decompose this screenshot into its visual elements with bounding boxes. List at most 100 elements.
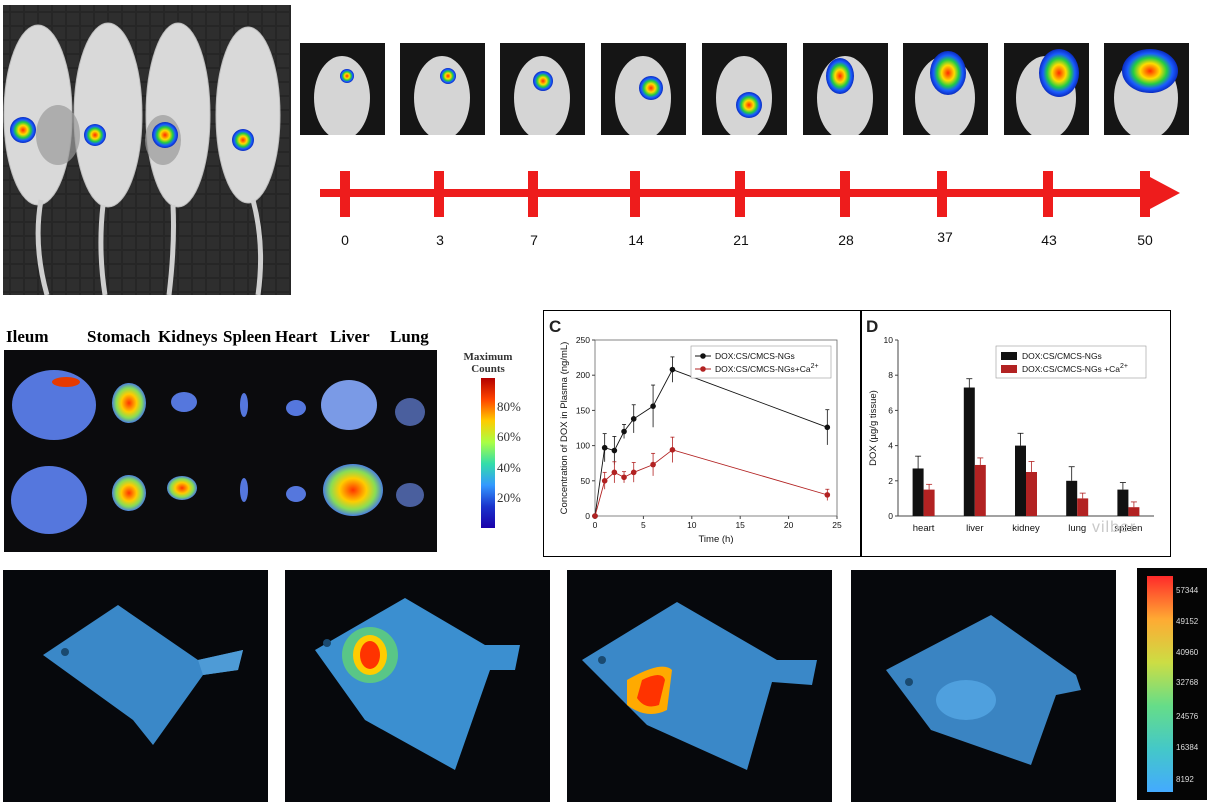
y-tick-label: 6 [888,405,893,415]
x-tick-label: 15 [735,520,745,530]
data-point [650,461,656,468]
organ-illustration [11,370,425,534]
data-point [601,478,608,484]
fish-image-3 [567,570,832,802]
bar [974,464,986,516]
fish-colorbar-panel: 57344 49152 40960 32768 24576 16384 8192 [1137,568,1207,800]
x-tick-label: 25 [832,520,842,530]
fish-colorbar-tick: 16384 [1176,743,1199,752]
timeline-label: 7 [530,232,538,248]
panel-label: C [549,317,561,336]
y-axis-label: Concentration of DOX in Plasma (ng/mL) [559,342,570,515]
watermark-vilber: vilber [1092,519,1137,536]
y-tick-label: 200 [576,370,590,380]
timeline-arrow [320,171,1180,217]
fish-image-1 [3,570,268,802]
data-point [611,447,618,454]
bar [1026,472,1037,516]
timeline-thumb-28 [803,43,888,135]
data-point [669,447,676,453]
timeline-thumb-14 [601,43,686,135]
organ-heading-ileum: Ileum [6,327,49,346]
bar [912,468,924,516]
x-tick-label: 0 [593,520,598,530]
mice-illustration [3,5,291,296]
legend-label: DOX:CS/CMCS-NGs [1022,351,1102,361]
fish-colorbar-tick: 57344 [1176,586,1199,595]
panel-label: D [866,317,878,336]
fish-colorbar-tick: 32768 [1176,678,1199,687]
bar [1066,480,1078,516]
category-label: heart [913,523,935,534]
category-label: liver [966,523,983,534]
organ-heading-liver: Liver [330,327,370,346]
legend-swatch [1001,365,1017,373]
x-tick-label: 5 [641,520,646,530]
y-axis-label: DOX (µg/g tissue) [868,390,879,466]
y-tick-label: 150 [576,405,590,415]
x-tick-label: 10 [687,520,697,530]
y-tick-label: 250 [576,335,590,345]
bar [923,489,935,516]
fish-colorbar-tick: 49152 [1176,617,1199,626]
data-point [592,513,598,519]
timeline-label: 43 [1041,232,1057,248]
organ-colorbar-title: Maximum Counts [458,351,518,375]
legend-box [995,345,1147,379]
bar [1015,445,1026,516]
legend-label: DOX:CS/CMCS-NGs [715,351,795,361]
data-point [630,469,637,476]
data-point [621,474,627,481]
fish-image-2 [285,570,550,802]
timeline-label: 50 [1137,232,1153,248]
x-axis-label: Time (h) [698,534,733,545]
organ-colorbar [481,378,495,528]
data-point [611,469,618,476]
legend-swatch [1001,352,1017,360]
y-tick-label: 8 [888,370,893,380]
timeline-thumb-50 [1104,43,1189,135]
timeline-label: 28 [838,232,854,248]
organ-heading-heart: Heart [275,327,318,346]
legend-marker [700,366,706,372]
organ-heading-kidneys: Kidneys [158,327,218,346]
category-label: kidney [1012,523,1040,534]
y-tick-label: 100 [576,441,590,451]
data-point [630,416,637,422]
data-point [824,424,831,431]
timeline-thumb-0 [300,43,385,135]
colorbar-title-line: Counts [471,363,505,375]
y-tick-label: 10 [884,335,894,345]
fish-colorbar-tick: 40960 [1176,648,1199,657]
legend-marker [700,353,706,359]
timeline-thumb-3 [400,43,485,135]
y-tick-label: 2 [888,476,893,486]
mice-image-panel [3,5,291,296]
timeline-label: 37 [937,229,953,245]
charts-divider [860,310,862,556]
timeline-label: 14 [628,232,644,248]
data-point [621,428,627,435]
colorbar-tick: 80% [497,399,521,414]
colorbar-tick: 60% [497,429,521,444]
colorbar-tick: 40% [497,460,521,475]
data-point [650,403,656,409]
timeline-thumb-43 [1004,43,1089,135]
y-tick-label: 4 [888,441,893,451]
legend-label: DOX:CS/CMCS-NGs +Ca2+ [1022,363,1128,374]
organ-heading-lung: Lung [390,327,429,346]
organ-heading-spleen: Spleen [223,327,272,346]
y-tick-label: 50 [581,476,591,486]
bar [1077,498,1089,516]
chart-d: D 0 2 4 6 8 10 DOX (µg/g tissue) heart liver kidne… [866,317,1154,534]
y-tick-label: 0 [585,511,590,521]
fish-colorbar-tick: 8192 [1176,775,1194,784]
colorbar-tick: 20% [497,490,521,505]
series-line [594,369,828,517]
colorbar-title-line: Maximum [463,351,513,363]
data-point [601,444,608,451]
x-tick-label: 20 [784,520,794,530]
fish-colorbar [1147,576,1173,792]
timeline-thumb-21 [702,43,787,135]
